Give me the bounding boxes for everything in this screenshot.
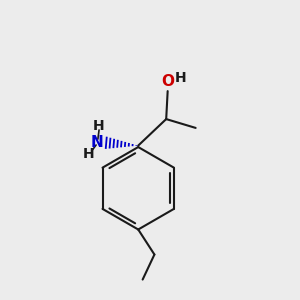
Text: O: O [161,74,174,89]
Text: H: H [82,147,94,161]
Text: N: N [90,134,103,149]
Text: H: H [93,119,105,134]
Text: H: H [175,71,187,85]
